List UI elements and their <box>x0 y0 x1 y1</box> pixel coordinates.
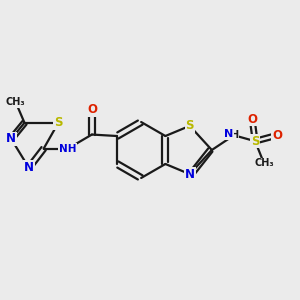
Text: H: H <box>230 130 238 140</box>
Text: N: N <box>224 129 233 139</box>
Text: NH: NH <box>59 144 76 154</box>
Text: N: N <box>185 168 195 181</box>
Text: O: O <box>87 103 97 116</box>
Text: CH₃: CH₃ <box>254 158 274 168</box>
Text: S: S <box>54 116 63 129</box>
Text: S: S <box>251 135 260 148</box>
Text: O: O <box>247 112 257 126</box>
Text: N: N <box>6 133 16 146</box>
Text: O: O <box>272 129 282 142</box>
Text: CH₃: CH₃ <box>6 97 26 107</box>
Text: S: S <box>185 119 194 132</box>
Text: N: N <box>24 161 34 174</box>
